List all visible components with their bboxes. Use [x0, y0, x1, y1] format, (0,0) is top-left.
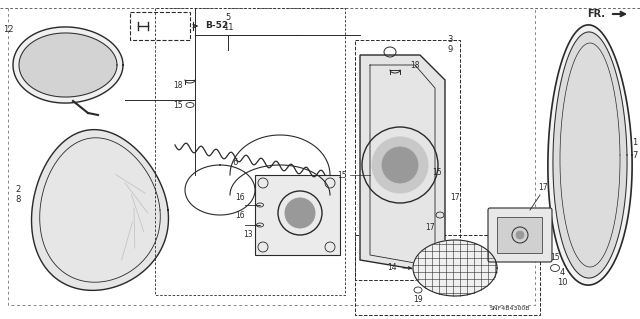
Text: 5: 5 — [225, 13, 230, 23]
Text: 7: 7 — [632, 151, 637, 160]
Text: 16: 16 — [235, 211, 245, 220]
Text: SNF4B4300B: SNF4B4300B — [490, 306, 531, 311]
Text: 15: 15 — [173, 101, 183, 110]
Polygon shape — [31, 130, 168, 290]
Text: 15: 15 — [550, 253, 560, 262]
Text: 2: 2 — [15, 186, 20, 195]
Text: 10: 10 — [557, 278, 567, 287]
Text: 18: 18 — [410, 61, 420, 70]
Text: 15: 15 — [337, 170, 347, 180]
Text: 18: 18 — [173, 81, 183, 90]
Circle shape — [382, 147, 418, 183]
FancyBboxPatch shape — [497, 217, 542, 253]
Text: B-52: B-52 — [205, 20, 228, 29]
Polygon shape — [19, 33, 117, 97]
Text: 13: 13 — [243, 230, 253, 239]
Polygon shape — [553, 32, 627, 278]
FancyBboxPatch shape — [255, 175, 340, 255]
Circle shape — [285, 198, 315, 228]
Polygon shape — [548, 25, 632, 285]
Text: 14: 14 — [387, 263, 397, 272]
Text: 4: 4 — [559, 268, 564, 277]
Text: 15: 15 — [432, 168, 442, 177]
Text: 1: 1 — [632, 138, 637, 147]
Text: 16: 16 — [235, 193, 245, 202]
Text: 6: 6 — [232, 158, 237, 167]
Polygon shape — [413, 240, 497, 296]
Text: FR.: FR. — [587, 9, 605, 19]
Text: 9: 9 — [447, 45, 452, 54]
Text: 11: 11 — [223, 24, 233, 33]
Text: 17: 17 — [450, 193, 460, 202]
Text: 19: 19 — [413, 295, 423, 304]
Text: 17: 17 — [425, 223, 435, 232]
Polygon shape — [360, 55, 445, 270]
Text: 8: 8 — [15, 196, 20, 204]
Text: 17: 17 — [538, 183, 548, 192]
Circle shape — [516, 231, 524, 239]
Text: 12: 12 — [3, 26, 13, 34]
Circle shape — [372, 137, 428, 193]
Text: 3: 3 — [447, 35, 452, 44]
FancyBboxPatch shape — [488, 208, 552, 262]
Polygon shape — [13, 27, 123, 103]
